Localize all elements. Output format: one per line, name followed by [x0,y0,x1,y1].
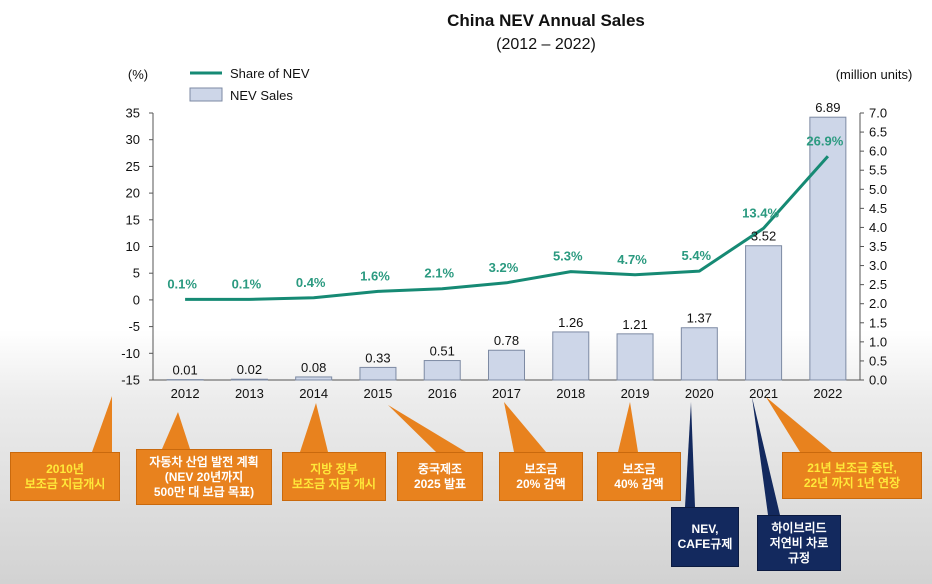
bar-2021 [745,245,783,381]
x-tick-label: 2015 [363,386,392,401]
y-left-tick-label: 15 [126,212,140,227]
pointer-2012 [162,412,190,449]
pointer-2015 [388,405,466,452]
y-right-tick-label: 0.0 [869,373,887,388]
y-left-tick-label: 10 [126,239,140,254]
bar-2015 [359,366,397,381]
share-value-label: 0.1% [232,276,262,291]
pointer-2021-subsidy [766,397,832,452]
y-left-tick-label: 5 [133,266,140,281]
legend-bar-swatch [189,87,223,102]
pointer-2014 [300,403,328,452]
bar-value-label: 0.78 [494,333,519,348]
y-right-tick-label: 1.5 [869,315,887,330]
pointer-2019 [618,402,638,452]
x-tick-label: 2018 [556,386,585,401]
y-right-tick-label: 1.0 [869,334,887,349]
share-value-label: 1.6% [360,268,390,283]
share-value-label: 13.4% [742,205,779,220]
y-left-tick-label: -10 [121,346,140,361]
y-right-tick-label: 6.0 [869,144,887,159]
bar-value-label: 0.51 [430,344,455,359]
share-value-label: 0.1% [167,276,197,291]
x-tick-label: 2022 [813,386,842,401]
share-line [185,155,830,301]
y-right-tick-label: 7.0 [869,106,887,121]
callout-2015: 중국제조 2025 발표 [397,452,483,501]
bar-value-label: 1.26 [558,315,583,330]
pointer-2020 [685,402,695,507]
y-left-tick-label: 20 [126,186,140,201]
pointer-2021-hybrid [752,397,780,515]
y-right-tick-label: 5.5 [869,163,887,178]
y-right-tick-label: 4.0 [869,220,887,235]
callout-2012: 자동차 산업 발전 계획 (NEV 20년까지 500만 대 보급 목표) [136,449,272,505]
share-value-label: 5.3% [553,249,583,264]
bar-value-label: 6.89 [815,100,840,115]
x-tick-label: 2014 [299,386,328,401]
bar-value-label: 0.33 [365,350,390,365]
y-right-tick-label: 3.5 [869,239,887,254]
bar-value-label: 0.01 [172,363,197,378]
y-right-tick-label: 2.0 [869,296,887,311]
pointer-2010 [92,396,112,452]
x-tick-label: 2012 [171,386,200,401]
legend-line-label: Share of NEV [230,66,310,81]
x-tick-label: 2019 [621,386,650,401]
y-right-tick-label: 4.5 [869,201,887,216]
callout-2021-hybrid: 하이브리드 저연비 차로 규정 [757,515,841,571]
bar-value-label: 1.37 [687,311,712,326]
bar-2018 [552,331,590,381]
share-value-label: 0.4% [296,275,326,290]
callout-2021-subsidy: 21년 보조금 중단, 22년 까지 1년 연장 [782,452,922,499]
y-right-tick-label: 0.5 [869,353,887,368]
bar-2019 [616,333,654,381]
pointer-2017 [504,402,546,452]
bar-value-label: 1.21 [622,317,647,332]
y-right-tick-label: 6.5 [869,125,887,140]
y-right-tick-label: 3.0 [869,258,887,273]
bar-2022 [809,116,847,381]
bar-2020 [680,327,718,381]
share-value-label: 2.1% [424,266,454,281]
y-left-tick-label: -5 [128,319,140,334]
callout-2014: 지방 정부 보조금 지급 개시 [282,452,386,501]
bar-value-label: 0.08 [301,360,326,375]
y-right-tick-label: 5.0 [869,182,887,197]
legend-bar-label: NEV Sales [230,88,293,103]
bar-value-label: 0.02 [237,362,262,377]
y-left-tick-label: 30 [126,132,140,147]
share-value-label: 3.2% [489,260,519,275]
x-tick-label: 2013 [235,386,264,401]
callout-2020: NEV, CAFE규제 [671,507,739,567]
callout-2019: 보조금 40% 감액 [597,452,681,501]
bar-2016 [423,360,461,381]
chart-title: China NEV Annual Sales [447,11,645,30]
share-value-label: 5.4% [681,248,711,263]
y-right-unit: (million units) [836,67,913,82]
y-left-tick-label: 25 [126,159,140,174]
x-tick-label: 2020 [685,386,714,401]
y-left-tick-label: 0 [133,292,140,307]
bar-2014 [295,376,333,381]
y-left-unit: (%) [128,67,148,82]
x-tick-label: 2016 [428,386,457,401]
y-right-tick-label: 2.5 [869,277,887,292]
x-tick-label: 2021 [749,386,778,401]
chart-subtitle: (2012 – 2022) [496,36,596,53]
bar-2017 [488,349,525,381]
share-value-label: 26.9% [806,133,843,148]
callout-2010: 2010년 보조금 지급개시 [10,452,120,501]
x-tick-label: 2017 [492,386,521,401]
bar-value-label: 3.52 [751,229,776,244]
y-left-tick-label: -15 [121,373,140,388]
y-left-tick-label: 35 [126,106,140,121]
callout-2017: 보조금 20% 감액 [499,452,583,501]
share-value-label: 4.7% [617,252,647,267]
bar-2013 [230,378,268,381]
